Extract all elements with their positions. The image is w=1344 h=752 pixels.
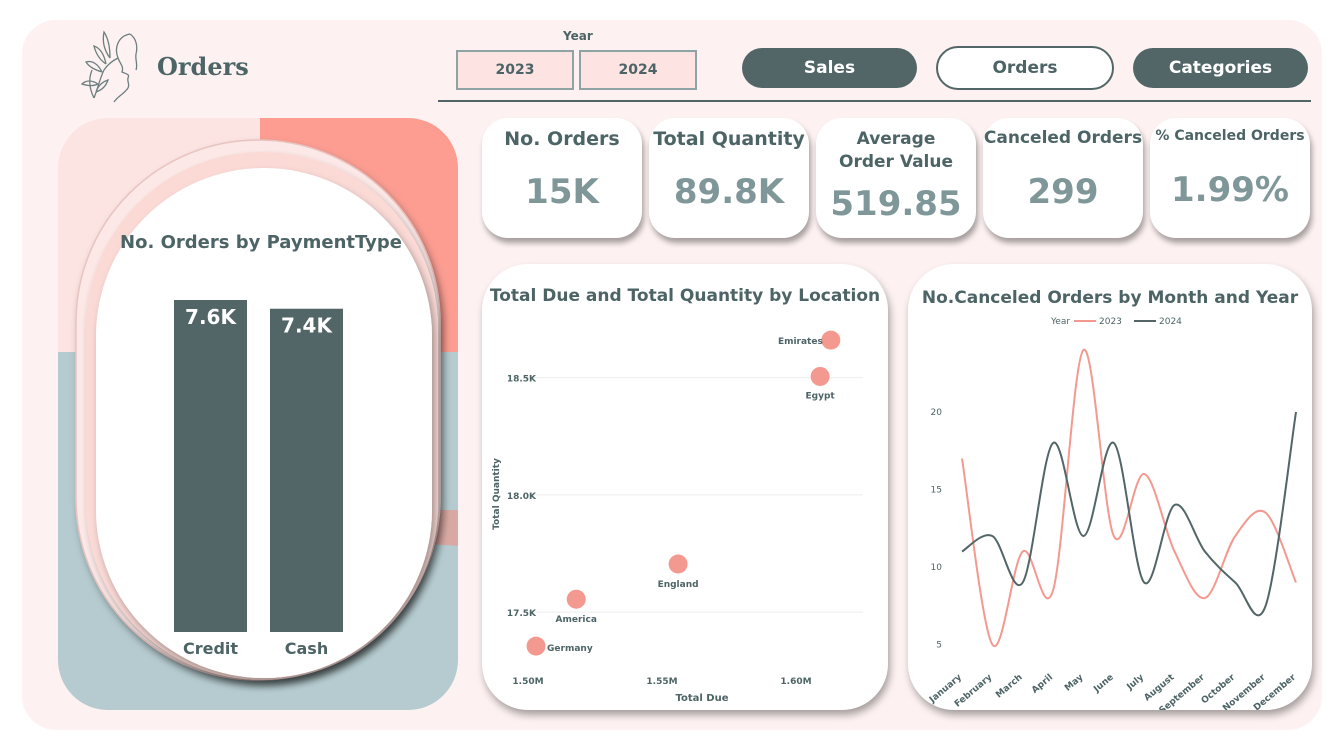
x-axis-title: Total Due [675,693,728,704]
year-2023-button[interactable]: 2023 [456,50,574,90]
legend-item-label: 2023 [1099,317,1122,327]
scatter-card: Total Due and Total Quantity by Location [482,264,888,710]
header-divider [438,100,1311,102]
kpi-label: % Canceled Orders [1155,128,1305,144]
kpi-value: 89.8K [673,172,785,212]
kpi-value: 1.99% [1171,170,1289,210]
kpi-label: Total Quantity [653,128,805,150]
page-title: Orders [157,52,249,81]
y-tick-label: 17.5K [507,609,537,619]
bar-cash [270,308,343,632]
y-tick-label: 10 [931,563,943,573]
x-tick-label: June [1091,673,1115,696]
bar-data-label: 7.4K [281,314,333,338]
chart-title-canceled-orders: No.Canceled Orders by Month and Year [921,288,1299,308]
scatter-point-egypt [810,366,830,386]
kpi-value: 519.85 [830,184,962,224]
payment-type-bar-chart: 7.6K Credit 7.4K Cash [174,300,343,658]
logo-icon [80,30,138,103]
location-scatter-chart: 17.5K 18.0K 18.5K 1.50M 1.55M 1.60M Total Due T… [492,330,863,704]
kpi-card-canceled-orders: Canceled Orders 299 [983,118,1143,238]
kpi-label: Average Order Value [839,129,953,172]
y-tick-label: 15 [931,486,942,496]
kpi-value: 15K [525,172,599,212]
x-tick-label: April [1030,673,1055,696]
kpi-card-average-order-value: Average Order Value 519.85 [816,118,976,238]
chart-title-payment-type: No. Orders by PaymentType [120,232,402,253]
bar-category-label: Credit [183,639,238,658]
bar-category-label: Cash [285,639,328,658]
kpi-card-quantity: Total Quantity 89.8K [649,118,809,238]
y-tick-label: 20 [931,408,943,418]
bar-credit [174,300,247,632]
orders-nav-button[interactable]: Orders [936,46,1114,90]
x-tick-label: 1.55M [646,677,677,687]
y-tick-label: 18.5K [507,375,537,385]
series-line-2024 [961,411,1297,617]
legend-item-label: 2024 [1159,317,1182,327]
x-tick-label: May [1063,673,1085,694]
scatter-point-england [668,554,688,574]
year-slicer-label: Year [563,29,593,43]
y-axis-title: Total Quantity [492,458,502,530]
scatter-point-emirates [821,330,841,350]
y-tick-label: 18.0K [507,492,537,502]
point-label: England [658,580,699,590]
bar-data-label: 7.6K [185,305,237,329]
kpi-label: Canceled Orders [983,128,1143,148]
legend-title: Year [1050,317,1070,327]
x-tick-label: 1.50M [512,677,543,687]
point-label: Germany [547,644,593,654]
scatter-point-germany [526,636,546,656]
kpi-card-orders: No. Orders 15K [482,118,642,238]
categories-nav-button[interactable]: Categories [1133,48,1308,88]
year-2024-button[interactable]: 2024 [579,50,697,90]
point-label: Egypt [806,391,836,401]
kpi-label: No. Orders [504,128,620,150]
scatter-point-america [566,589,586,609]
chart-title-location: Total Due and Total Quantity by Location [489,286,881,306]
y-tick-label: 5 [936,641,942,651]
x-tick-label: March [994,673,1024,701]
kpi-value: 299 [1027,172,1099,212]
sales-nav-button[interactable]: Sales [742,48,917,88]
series-line-2023 [961,348,1297,648]
point-label: America [556,615,597,625]
x-tick-label: 1.60M [780,677,811,687]
kpi-card-canceled-percent: % Canceled Orders 1.99% [1150,118,1310,238]
x-tick-label: July [1125,673,1147,693]
point-label: Emirates [778,337,823,347]
line-card: No.Canceled Orders by Month and Year [908,264,1312,710]
